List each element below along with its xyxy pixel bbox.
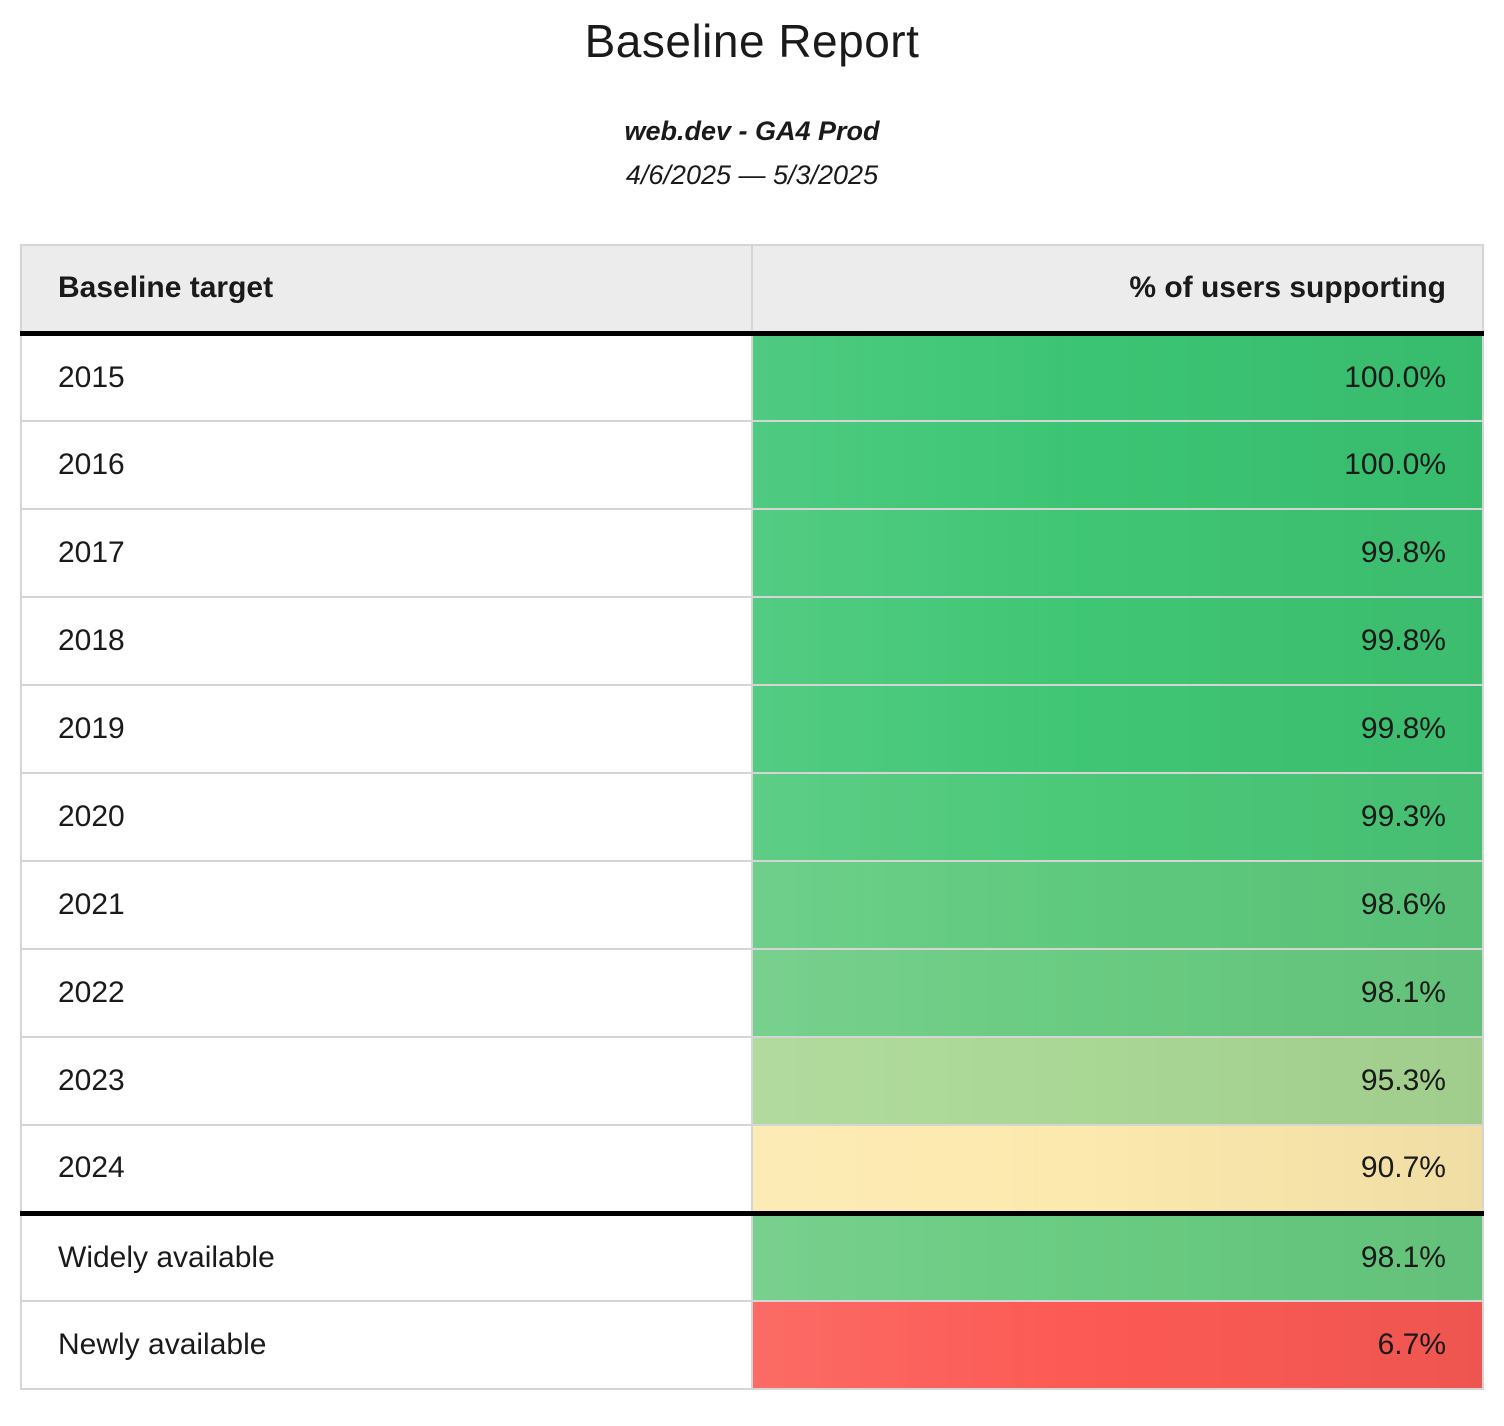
table-row: 2017 99.8%	[20, 508, 1484, 598]
percent-cell: 6.7%	[751, 1300, 1484, 1390]
column-header-baseline-target: Baseline target	[20, 244, 753, 336]
table-row: 2015 100.0%	[20, 332, 1484, 422]
percent-cell: 99.8%	[751, 596, 1484, 686]
column-header-percent-users: % of users supporting	[751, 244, 1484, 336]
header-row: Baseline target % of users supporting	[20, 244, 1484, 336]
report-date-range: 4/6/2025 — 5/3/2025	[625, 160, 879, 190]
table-row: 2021 98.6%	[20, 860, 1484, 950]
table-body: 2015 100.0% 2016 100.0% 2017 99.8% 2018 …	[20, 332, 1484, 1390]
baseline-target-cell: 2020	[20, 772, 753, 862]
report-property-name: web.dev - GA4 Prod	[624, 116, 880, 146]
percent-cell: 100.0%	[751, 420, 1484, 510]
baseline-target-cell: 2019	[20, 684, 753, 774]
table-row: 2016 100.0%	[20, 420, 1484, 510]
baseline-target-cell: Widely available	[20, 1210, 753, 1302]
baseline-target-cell: 2021	[20, 860, 753, 950]
page-title: Baseline Report	[584, 15, 920, 67]
table-row: 2019 99.8%	[20, 684, 1484, 774]
baseline-target-cell: 2024	[20, 1124, 753, 1214]
table-row: Widely available 98.1%	[20, 1210, 1484, 1302]
table-header: Baseline target % of users supporting	[20, 244, 1484, 336]
table-row: Newly available 6.7%	[20, 1300, 1484, 1390]
table-row: 2020 99.3%	[20, 772, 1484, 862]
percent-cell: 90.7%	[751, 1124, 1484, 1214]
baseline-table: Baseline target % of users supporting 20…	[20, 244, 1484, 1390]
percent-cell: 99.8%	[751, 684, 1484, 774]
table-row: 2022 98.1%	[20, 948, 1484, 1038]
baseline-target-cell: 2023	[20, 1036, 753, 1126]
percent-cell: 99.3%	[751, 772, 1484, 862]
table-row: 2024 90.7%	[20, 1124, 1484, 1214]
table-row: 2023 95.3%	[20, 1036, 1484, 1126]
percent-cell: 98.6%	[751, 860, 1484, 950]
percent-cell: 95.3%	[751, 1036, 1484, 1126]
table-row: 2018 99.8%	[20, 596, 1484, 686]
baseline-target-cell: 2015	[20, 332, 753, 422]
percent-cell: 100.0%	[751, 332, 1484, 422]
baseline-target-cell: 2017	[20, 508, 753, 598]
baseline-target-cell: 2016	[20, 420, 753, 510]
percent-cell: 98.1%	[751, 948, 1484, 1038]
percent-cell: 98.1%	[751, 1210, 1484, 1302]
baseline-target-cell: 2018	[20, 596, 753, 686]
baseline-target-cell: 2022	[20, 948, 753, 1038]
baseline-target-cell: Newly available	[20, 1300, 753, 1390]
percent-cell: 99.8%	[751, 508, 1484, 598]
